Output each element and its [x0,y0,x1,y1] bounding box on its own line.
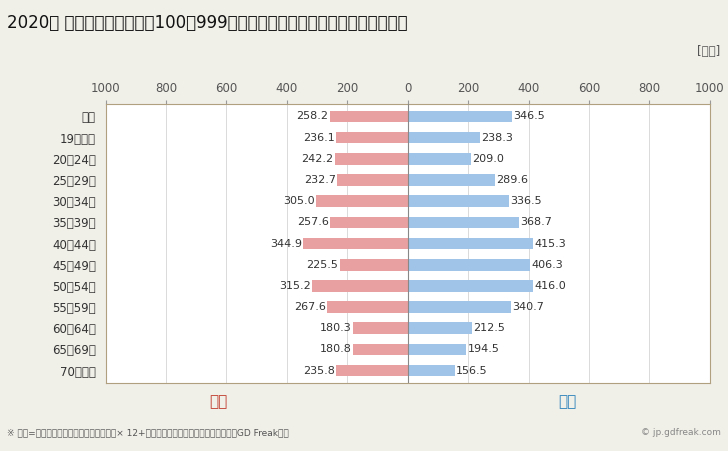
Text: 212.5: 212.5 [473,323,505,333]
Text: 232.7: 232.7 [304,175,336,185]
Bar [337,174,408,186]
Text: 2020年 民間企業（従業者数100〜999人）フルタイム労働者の男女別平均年収: 2020年 民間企業（従業者数100〜999人）フルタイム労働者の男女別平均年収 [7,14,408,32]
Text: 242.2: 242.2 [301,154,333,164]
Bar [408,153,471,165]
Text: 236.1: 236.1 [304,133,335,143]
Bar [408,216,519,228]
Text: 416.0: 416.0 [534,281,566,291]
Bar [408,195,510,207]
Text: 194.5: 194.5 [467,345,499,354]
Bar [408,365,455,377]
Text: 258.2: 258.2 [296,111,328,121]
Bar [408,344,467,355]
Text: 209.0: 209.0 [472,154,504,164]
Bar [315,195,408,207]
Bar [304,238,408,249]
Bar [330,216,408,228]
Bar [408,301,510,313]
Text: 305.0: 305.0 [282,196,314,206]
Text: 180.3: 180.3 [320,323,352,333]
Text: 406.3: 406.3 [531,260,563,270]
Bar [330,110,408,122]
Text: 男性: 男性 [558,394,577,409]
Text: 336.5: 336.5 [510,196,542,206]
Text: 267.6: 267.6 [294,302,325,312]
Text: ※ 年収=「きまって支給する現金給与額」× 12+「年間賞与その他特別給与額」としてGD Freak推計: ※ 年収=「きまって支給する現金給与額」× 12+「年間賞与その他特別給与額」と… [7,428,289,437]
Text: 225.5: 225.5 [306,260,339,270]
Text: [万円]: [万円] [697,45,721,58]
Text: © jp.gdfreak.com: © jp.gdfreak.com [641,428,721,437]
Bar [408,174,495,186]
Bar [312,280,408,292]
Bar [327,301,408,313]
Text: 238.3: 238.3 [481,133,513,143]
Bar [336,132,408,143]
Bar [339,259,408,271]
Text: 180.8: 180.8 [320,345,352,354]
Bar [336,365,408,377]
Bar [353,322,408,334]
Bar [408,322,472,334]
Text: 156.5: 156.5 [456,366,488,376]
Bar [408,110,513,122]
Text: 340.7: 340.7 [512,302,544,312]
Text: 289.6: 289.6 [496,175,529,185]
Text: 344.9: 344.9 [270,239,302,249]
Text: 368.7: 368.7 [521,217,552,227]
Bar [408,280,534,292]
Text: 257.6: 257.6 [297,217,328,227]
Bar [334,153,408,165]
Bar [408,132,480,143]
Text: 415.3: 415.3 [534,239,566,249]
Text: 346.5: 346.5 [513,111,545,121]
Bar [408,259,531,271]
Bar [353,344,408,355]
Text: 235.8: 235.8 [304,366,335,376]
Bar [408,238,533,249]
Text: 315.2: 315.2 [280,281,312,291]
Text: 女性: 女性 [209,394,228,409]
